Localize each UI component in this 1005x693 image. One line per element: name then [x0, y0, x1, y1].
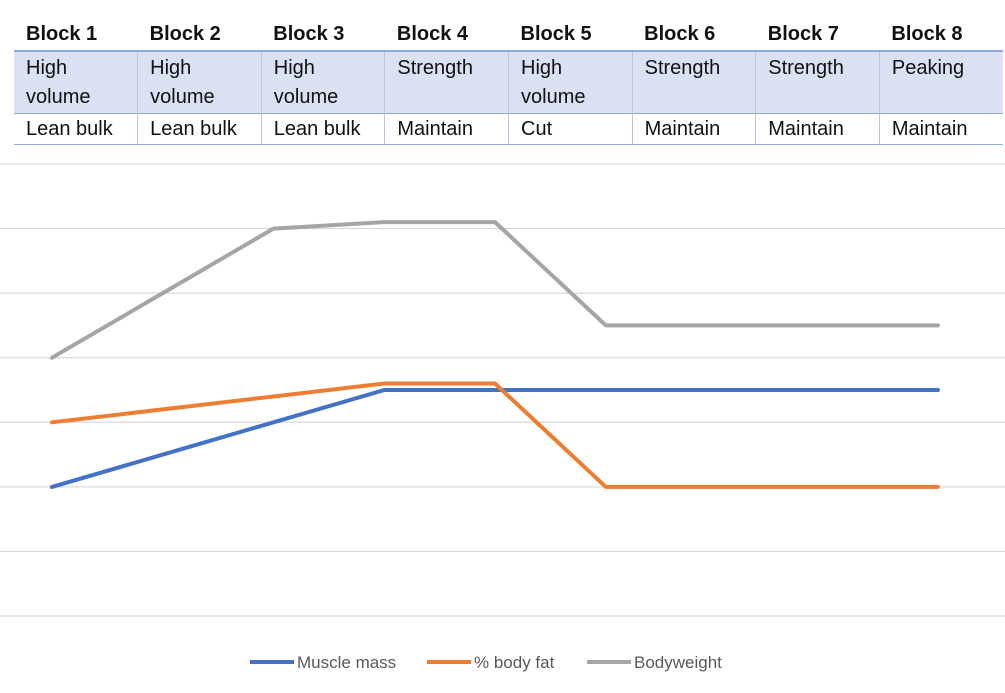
- block-header-cell: Block 6: [632, 18, 756, 52]
- block-header-row: Block 1 Block 2 Block 3 Block 4 Block 5 …: [14, 18, 1003, 52]
- nutrition-goal-cell: Lean bulk: [14, 113, 138, 145]
- nutrition-goal-cell: Lean bulk: [137, 113, 262, 145]
- nutrition-goal-cell: Maintain: [878, 113, 1003, 145]
- training-focus-cell: Strength: [631, 51, 756, 114]
- training-focus-cell: Strength: [755, 51, 880, 114]
- gridlines: [0, 163, 1005, 617]
- nutrition-goal-cell: Lean bulk: [260, 113, 385, 145]
- block-header-cell: Block 3: [261, 18, 385, 52]
- nutrition-goal-row: Lean bulk Lean bulk Lean bulk Maintain C…: [14, 113, 1003, 145]
- series-line-2: [50, 381, 940, 489]
- legend-label: % body fat: [474, 653, 555, 672]
- series-lines: [50, 220, 940, 489]
- training-focus-cell: High volume: [260, 51, 385, 114]
- block-header-cell: Block 1: [14, 18, 138, 52]
- nutrition-goal-cell: Cut: [508, 113, 633, 145]
- block-header-cell: Block 8: [879, 18, 1003, 52]
- block-table: Block 1 Block 2 Block 3 Block 4 Block 5 …: [14, 18, 1003, 145]
- nutrition-goal-cell: Maintain: [631, 113, 756, 145]
- block-header-cell: Block 2: [137, 18, 262, 52]
- block-header-cell: Block 5: [508, 18, 633, 52]
- training-focus-cell: High volume: [14, 51, 138, 114]
- legend-label: Bodyweight: [634, 653, 722, 672]
- block-header-cell: Block 7: [755, 18, 880, 52]
- block-header-cell: Block 4: [384, 18, 509, 52]
- series-line-3: [50, 220, 940, 360]
- training-focus-cell: High volume: [137, 51, 262, 114]
- nutrition-goal-cell: Maintain: [755, 113, 880, 145]
- chart-legend: Muscle mass % body fat Bodyweight: [250, 653, 722, 672]
- training-focus-cell: High volume: [508, 51, 633, 114]
- training-focus-row: High volume High volume High volume Stre…: [14, 51, 1003, 114]
- nutrition-goal-cell: Maintain: [384, 113, 509, 145]
- legend-label: Muscle mass: [297, 653, 396, 672]
- training-focus-cell: Strength: [384, 51, 509, 114]
- training-focus-cell: Peaking: [878, 51, 1003, 114]
- series-line-1: [50, 388, 940, 489]
